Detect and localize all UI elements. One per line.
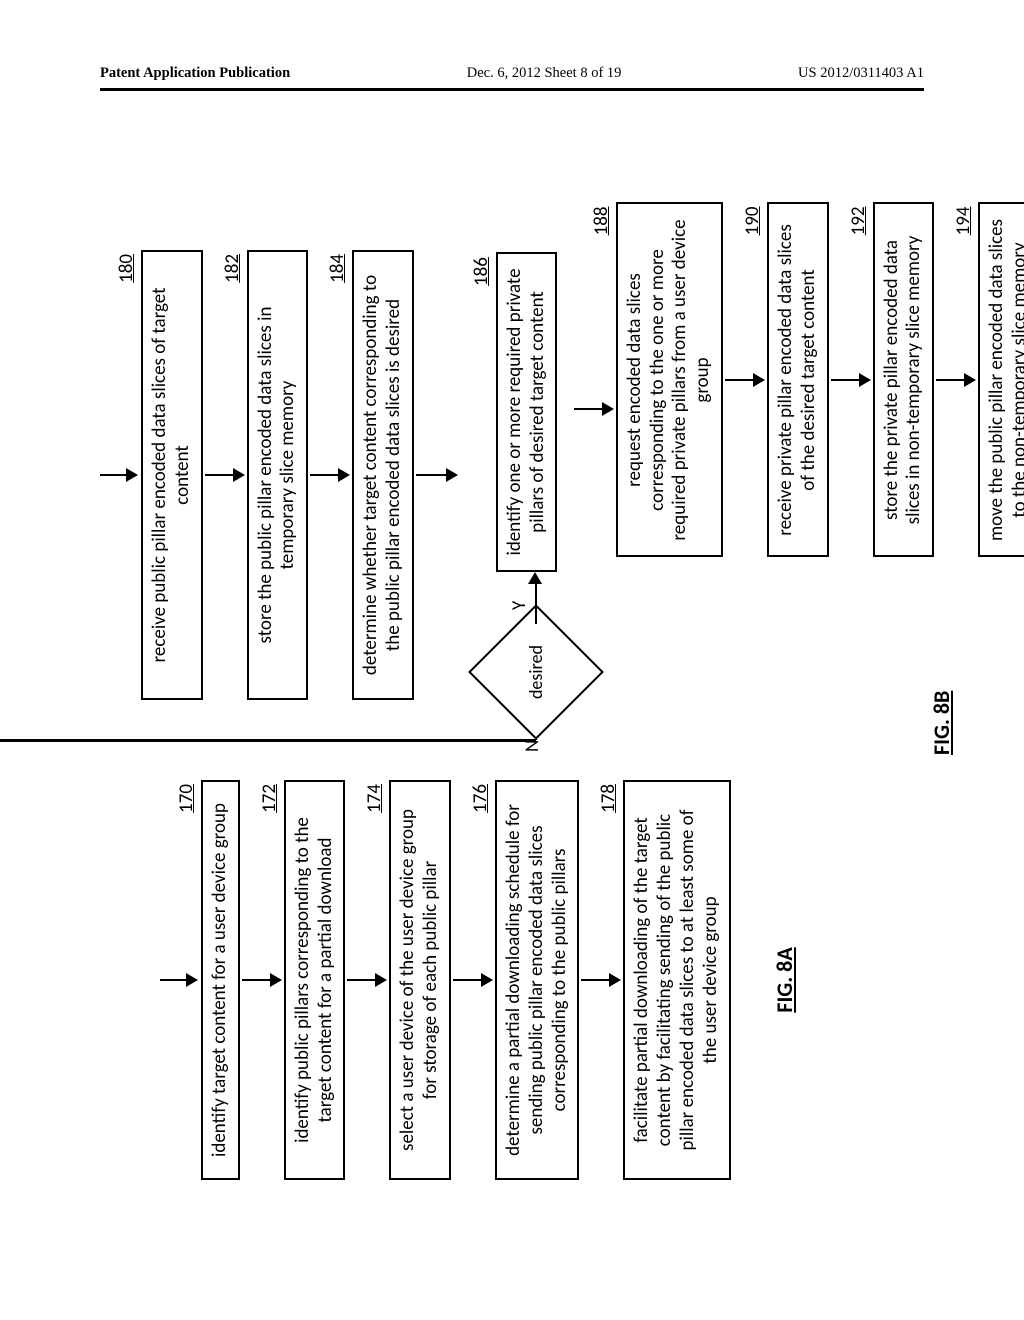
step-box: identify public pillars corresponding to… [284,780,346,1180]
step-182: 182 store the public pillar encoded data… [247,250,309,700]
step-box: store the private pillar encoded data sl… [873,203,935,558]
figure-area: 170 identify target content for a user d… [60,130,960,1260]
decision-desired: desired N Y 186 identify one or more req… [488,250,588,700]
figure-viewport: 170 identify target content for a user d… [60,130,960,1260]
ref-num: 192 [847,207,870,236]
step-194: 194 move the public pillar encoded data … [978,203,1024,558]
flowchart-8a: 170 identify target content for a user d… [160,780,798,1180]
step-box: facilitate partial downloading of the ta… [623,780,730,1180]
step-186: identify one or more required private pi… [496,252,558,572]
step-box: request encoded data slices correspondin… [616,203,723,558]
entry-arrow-icon [160,973,198,987]
step-170: 170 identify target content for a user d… [201,780,240,1180]
flow-b-rest: 188 request encoded data slices correspo… [616,203,1024,558]
n-branch-line [0,740,536,743]
ref-num: 180 [115,254,138,283]
arrow-down-icon [416,468,458,482]
ref-num: 182 [221,254,244,283]
arrow-head-icon [528,572,542,584]
header-center: Dec. 6, 2012 Sheet 8 of 19 [467,65,622,82]
step-184: 184 determine whether target content cor… [352,250,414,700]
step-172: 172 identify public pillars correspondin… [284,780,346,1180]
step-box: determine whether target content corresp… [352,250,414,700]
step-180: 180 receive public pillar encoded data s… [141,250,203,700]
page-header: Patent Application Publication Dec. 6, 2… [100,65,924,82]
step-box: determine a partial downloading schedule… [495,780,579,1180]
ref-num: 174 [363,784,386,813]
step-190: 190 receive private pillar encoded data … [767,203,829,558]
ref-num: 186 [470,257,493,286]
arrow-down-icon [831,373,871,387]
arrow-down-icon [347,973,387,987]
arrow-down-icon [205,468,245,482]
figure-label-8a: FIG. 8A [771,947,798,1012]
step-box: receive public pillar encoded data slice… [141,250,203,700]
step-174: 174 select a user device of the user dev… [389,780,451,1180]
step-192: 192 store the private pillar encoded dat… [873,203,935,558]
branch-label-y: Y [508,601,531,610]
arrow-down-icon [574,402,614,416]
ref-num: 178 [597,784,620,813]
arrow-down-icon [453,973,493,987]
ref-num: 176 [469,784,492,813]
arrow-down-icon [581,973,621,987]
ref-num: 184 [326,254,349,283]
flow-b-top: 180 receive public pillar encoded data s… [100,250,1024,700]
step-box: receive private pillar encoded data slic… [767,203,829,558]
step-box: store the public pillar encoded data sli… [247,250,309,700]
header-right: US 2012/0311403 A1 [798,65,924,82]
header-left: Patent Application Publication [100,65,290,82]
step-box: move the public pillar encoded data slic… [978,203,1024,558]
arrow-down-icon [242,973,282,987]
figure-label-8b: FIG. 8B [928,691,955,755]
step-178: 178 facilitate partial downloading of th… [623,780,730,1180]
branch-label-n: N [521,740,544,752]
entry-arrow-icon [100,468,138,482]
ref-num: 188 [590,207,613,236]
y-branch-line [535,582,538,624]
arrow-down-icon [310,468,350,482]
ref-num: 170 [175,784,198,813]
header-rule [100,88,924,91]
arrow-down-icon [725,373,765,387]
arrow-down-icon [936,373,976,387]
flowchart-8b: 180 receive public pillar encoded data s… [100,250,1024,700]
decision-label: desired [488,624,584,720]
step-176: 176 determine a partial downloading sche… [495,780,579,1180]
ref-num: 194 [952,207,975,236]
step-box: identify target content for a user devic… [201,780,240,1180]
ref-num: 190 [741,207,764,236]
step-188: 188 request encoded data slices correspo… [616,203,723,558]
step-box: select a user device of the user device … [389,780,451,1180]
ref-num: 172 [258,784,281,813]
